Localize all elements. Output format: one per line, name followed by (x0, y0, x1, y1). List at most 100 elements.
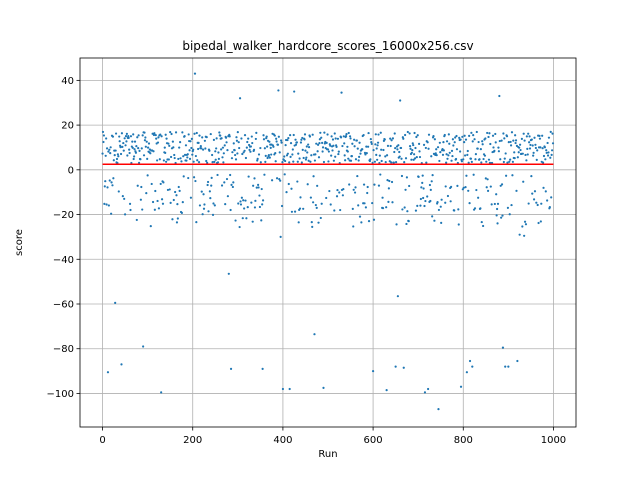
data-point (408, 145, 412, 148)
data-point (230, 157, 234, 160)
data-point (305, 145, 308, 148)
data-point (257, 186, 260, 189)
data-point (107, 150, 110, 153)
data-point (541, 134, 544, 137)
data-point (468, 202, 471, 205)
data-point (516, 359, 519, 363)
data-point (375, 147, 378, 150)
data-point (314, 153, 317, 156)
data-point (502, 160, 505, 164)
data-point (536, 149, 539, 152)
data-point (548, 206, 551, 209)
data-point (112, 177, 115, 180)
data-point (109, 146, 112, 149)
chart-title: bipedal_walker_hardcore_scores_16000x256… (182, 39, 473, 53)
data-point (363, 202, 366, 205)
data-point (514, 134, 517, 137)
data-point (173, 153, 176, 157)
data-point (430, 180, 433, 183)
data-point (163, 146, 166, 149)
data-point (442, 141, 445, 144)
data-point (436, 201, 439, 204)
data-point (371, 201, 374, 205)
data-point (103, 202, 106, 205)
data-point (409, 147, 412, 150)
y-tick-label: −20 (53, 210, 74, 221)
data-point (410, 158, 413, 161)
data-point (342, 188, 345, 191)
data-point (381, 196, 384, 199)
data-point (217, 151, 220, 154)
data-point (152, 133, 156, 137)
data-point (241, 152, 244, 156)
data-point (342, 135, 345, 138)
data-point (340, 91, 343, 94)
data-point (499, 184, 502, 187)
data-point (111, 135, 115, 138)
data-point (475, 130, 478, 134)
data-point (178, 146, 181, 149)
data-point (380, 159, 383, 163)
data-point (203, 139, 206, 142)
data-point (276, 143, 280, 146)
data-point (278, 151, 281, 154)
data-point (190, 146, 193, 150)
data-point (216, 173, 219, 177)
data-point (247, 175, 250, 178)
data-point (252, 184, 255, 187)
data-point (348, 183, 351, 186)
data-point (367, 145, 370, 148)
data-point (167, 142, 170, 145)
data-point (129, 135, 133, 138)
data-point (235, 136, 238, 139)
data-point (356, 147, 359, 150)
data-point (235, 139, 239, 142)
data-point (341, 194, 344, 197)
data-point (245, 146, 248, 149)
x-tick-label: 800 (454, 435, 473, 446)
data-point (445, 161, 448, 164)
data-point (187, 176, 190, 180)
data-point (249, 145, 252, 148)
data-point (461, 135, 464, 138)
data-point (400, 174, 404, 178)
data-point (359, 152, 362, 155)
data-point (491, 134, 495, 137)
data-point (350, 155, 353, 158)
data-point (323, 131, 326, 134)
data-point (208, 190, 211, 193)
data-point (403, 161, 406, 164)
data-point (228, 135, 231, 138)
data-point (146, 146, 150, 149)
data-point (545, 151, 548, 154)
data-point (356, 174, 359, 178)
data-point (159, 133, 162, 136)
data-point (334, 137, 337, 140)
data-point (232, 181, 235, 184)
data-point (232, 142, 235, 145)
data-point (462, 186, 465, 189)
data-point (392, 161, 395, 164)
data-point (497, 146, 500, 149)
data-point (169, 201, 172, 204)
data-point (550, 153, 553, 156)
data-point (498, 94, 501, 98)
data-point (376, 141, 380, 144)
data-point (452, 144, 455, 147)
data-point (117, 155, 120, 158)
data-point (239, 203, 243, 206)
data-point (385, 154, 389, 157)
data-point (408, 184, 411, 188)
data-point (108, 179, 111, 182)
data-point (124, 135, 128, 138)
data-point (321, 146, 325, 149)
data-point (313, 333, 316, 336)
data-point (184, 144, 188, 147)
data-point (503, 137, 506, 140)
data-point (305, 156, 308, 159)
data-point (315, 142, 318, 145)
data-point (202, 148, 205, 151)
data-point (275, 177, 279, 180)
data-point (513, 151, 516, 154)
data-point (238, 146, 241, 150)
